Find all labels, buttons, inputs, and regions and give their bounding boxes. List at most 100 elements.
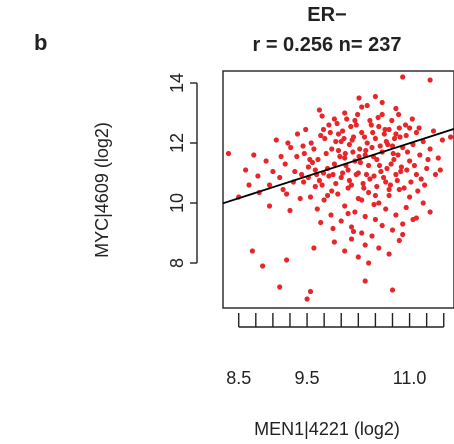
data-point [342, 150, 348, 157]
data-point [398, 168, 404, 175]
data-point [372, 216, 378, 223]
data-point [400, 231, 406, 238]
data-point [344, 116, 350, 122]
data-point [350, 228, 357, 235]
x-tick-label: 11.0 [393, 368, 427, 388]
data-point [348, 182, 355, 188]
data-point [422, 182, 428, 188]
data-point [372, 135, 378, 142]
data-point [364, 102, 370, 109]
y-axis-label: MYC|4609 (log2) [92, 122, 112, 258]
data-point [393, 171, 399, 178]
data-point [381, 131, 387, 137]
data-point [396, 237, 402, 244]
data-point [330, 171, 336, 178]
data-point [384, 165, 390, 172]
data-point [361, 185, 367, 191]
data-point [357, 146, 363, 152]
data-point [301, 150, 307, 157]
data-point [348, 123, 354, 130]
data-point [420, 200, 426, 206]
data-point [448, 134, 454, 140]
data-point [331, 161, 337, 167]
data-point [386, 251, 392, 257]
data-point [367, 176, 373, 182]
data-point [331, 116, 337, 122]
data-point [284, 191, 290, 197]
data-point [246, 182, 252, 188]
data-point [294, 153, 300, 160]
plot-frame [222, 70, 454, 309]
data-point [329, 146, 335, 152]
data-point [357, 159, 363, 166]
data-point [376, 245, 382, 251]
data-point [374, 156, 380, 163]
data-point [338, 174, 344, 181]
data-point [345, 210, 351, 217]
data-point [363, 171, 370, 178]
data-point [311, 146, 317, 152]
data-point [386, 126, 392, 133]
data-point [331, 239, 337, 245]
data-point [393, 105, 399, 112]
data-point [396, 125, 402, 131]
data-point [319, 182, 325, 188]
y-tick-label: 14 [167, 73, 187, 93]
data-point [312, 167, 318, 173]
data-point [277, 174, 283, 181]
data-point [389, 143, 396, 149]
data-point [416, 125, 422, 131]
data-point [432, 171, 439, 178]
data-point [398, 164, 404, 170]
data-point [386, 186, 392, 193]
data-point [335, 131, 342, 137]
data-point [321, 197, 327, 203]
data-point [410, 216, 416, 223]
data-point [404, 149, 411, 155]
data-point [362, 278, 368, 284]
data-point [356, 95, 362, 101]
data-point [387, 182, 393, 188]
data-point [326, 173, 332, 179]
data-point [394, 177, 400, 184]
data-point [273, 137, 279, 143]
data-point [340, 128, 346, 134]
data-point [402, 122, 409, 128]
data-point [407, 125, 413, 131]
data-point [323, 150, 329, 157]
data-point [335, 147, 342, 154]
data-point [415, 188, 421, 194]
data-point [383, 138, 389, 145]
data-point [370, 129, 376, 136]
data-point [372, 192, 378, 199]
x-axis: 8.5 9.5 11.0 [226, 313, 445, 388]
data-point [379, 99, 385, 106]
panel-label: b [34, 30, 47, 55]
data-point [255, 173, 261, 179]
data-point [409, 116, 415, 122]
data-point [356, 153, 362, 160]
data-point [305, 164, 311, 170]
data-point [326, 122, 332, 128]
data-point [288, 144, 294, 151]
data-point [280, 186, 286, 193]
data-point [342, 248, 348, 254]
data-point [413, 171, 419, 178]
data-point [322, 135, 328, 142]
data-point [374, 183, 380, 190]
data-point [294, 131, 301, 137]
data-point [391, 135, 398, 142]
data-point [299, 171, 305, 178]
data-point [381, 174, 387, 181]
data-point [393, 212, 399, 218]
data-point [334, 120, 340, 127]
data-point [395, 152, 401, 158]
y-tick-label: 12 [167, 133, 187, 153]
data-point [369, 233, 375, 239]
data-point [243, 167, 249, 173]
data-point [407, 158, 413, 164]
data-point [307, 194, 314, 200]
data-point [379, 222, 385, 229]
data-point [369, 144, 375, 151]
data-point [417, 152, 423, 158]
